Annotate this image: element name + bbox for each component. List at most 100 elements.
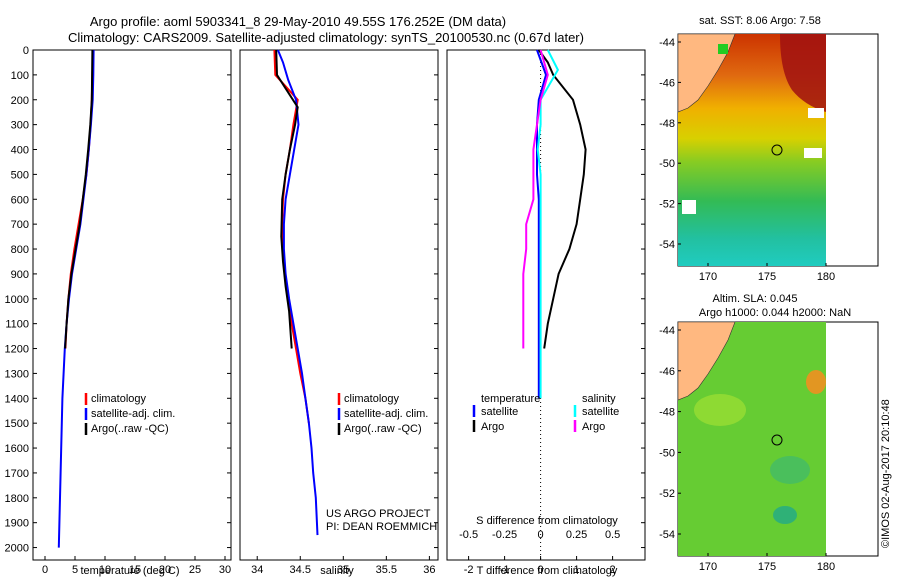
x-tick-label: 1 bbox=[574, 564, 580, 576]
s-tick-label: 0.5 bbox=[605, 529, 620, 541]
series-line-satellite-adj-clim- bbox=[276, 49, 319, 536]
x-tick-label: 35.5 bbox=[376, 564, 397, 576]
legend-satellite-label: satellite-adj. clim. bbox=[91, 408, 175, 420]
depth-tick-label: 800 bbox=[11, 244, 29, 256]
figure-title-line1: Argo profile: aoml 5903341_8 29-May-2010… bbox=[90, 14, 506, 29]
lon-tick-label: 175 bbox=[758, 561, 776, 573]
lat-tick-label: -52 bbox=[659, 199, 675, 211]
sst-map: sat. SST: 8.06 Argo: 7.58 -44 -46 -48 -50 -5… bbox=[659, 15, 879, 283]
legend-satellite-label: satellite-adj. clim. bbox=[344, 408, 428, 420]
sst-green-cell bbox=[718, 44, 728, 54]
legend-t-satellite-label: satellite bbox=[481, 406, 518, 418]
x-tick-label: 35 bbox=[337, 564, 349, 576]
salinity-axis: 34 34.5 35 35.5 36 bbox=[251, 556, 436, 576]
x-tick-label: 36 bbox=[423, 564, 435, 576]
depth-tick-label: 100 bbox=[11, 70, 29, 82]
x-tick-label: 10 bbox=[99, 564, 111, 576]
x-tick-label: 0 bbox=[42, 564, 48, 576]
salinity-series bbox=[273, 49, 319, 536]
legend-climatology-label: climatology bbox=[91, 393, 147, 405]
depth-tick-label: 0 bbox=[23, 45, 29, 57]
lat-tick-label: -46 bbox=[659, 77, 675, 89]
difference-series bbox=[522, 49, 587, 399]
series-line-satellite-adj-clim- bbox=[57, 49, 95, 548]
x-tick-label: 25 bbox=[189, 564, 201, 576]
x-tick-label: 34.5 bbox=[290, 564, 311, 576]
x-tick-label: 0 bbox=[538, 564, 544, 576]
sst-missing-cell bbox=[804, 148, 822, 158]
sla-map-axes: -44 -46 -48 -50 -52 -54 170 175 180 bbox=[659, 325, 835, 573]
lat-tick-label: -48 bbox=[659, 407, 675, 419]
imos-timestamp: ©IMOS 02-Aug-2017 20:10:48 bbox=[880, 399, 892, 548]
difference-axes-box bbox=[446, 49, 646, 561]
depth-tick-label: 1600 bbox=[5, 443, 29, 455]
lon-tick-label: 180 bbox=[817, 561, 835, 573]
depth-tick-label: 400 bbox=[11, 145, 29, 157]
lat-tick-label: -50 bbox=[659, 158, 675, 170]
series-line-s-argo bbox=[522, 49, 549, 349]
sst-warm-patch bbox=[780, 34, 826, 112]
series-line-climatology bbox=[273, 49, 310, 424]
lat-tick-label: -50 bbox=[659, 447, 675, 459]
temperature-series bbox=[57, 49, 95, 548]
s-tick-label: 0.25 bbox=[566, 529, 587, 541]
series-line-t-argo bbox=[537, 49, 587, 349]
sla-anomaly-blob bbox=[694, 394, 746, 426]
sst-map-title: sat. SST: 8.06 Argo: 7.58 bbox=[699, 15, 821, 27]
depth-tick-label: 1400 bbox=[5, 393, 29, 405]
x-tick-label: -2 bbox=[464, 564, 474, 576]
lat-tick-label: -54 bbox=[659, 239, 675, 251]
depth-tick-label: 1200 bbox=[5, 344, 29, 356]
temperature-axes-box bbox=[32, 49, 232, 561]
legend-t-argo-label: Argo bbox=[481, 421, 504, 433]
sla-anomaly-blob bbox=[773, 506, 797, 524]
salinity-axis-label: salinity bbox=[320, 565, 354, 577]
series-line-climatology bbox=[64, 49, 94, 349]
depth-axis: 0 100 200 300 400 500 600 700 800 900 1000 1100 1200… bbox=[5, 45, 645, 555]
depth-tick-label: 600 bbox=[11, 194, 29, 206]
sla-map-title-line1: Altim. SLA: 0.045 bbox=[713, 293, 798, 305]
temperature-axis-label: temperature (deg C) bbox=[80, 565, 179, 577]
depth-tick-label: 2000 bbox=[5, 543, 29, 555]
pi-credit: PI: DEAN ROEMMICH bbox=[326, 521, 437, 533]
lat-tick-label: -44 bbox=[659, 325, 675, 337]
s-tick-label: -0.25 bbox=[492, 529, 517, 541]
legend-argo-label: Argo(..raw -QC) bbox=[91, 423, 169, 435]
sst-missing-cell bbox=[808, 108, 824, 118]
x-tick-label: 5 bbox=[72, 564, 78, 576]
x-tick-label: 34 bbox=[251, 564, 263, 576]
lat-tick-label: -44 bbox=[659, 37, 675, 49]
salinity-panel: 34 34.5 35 35.5 36 salinity climatology sate… bbox=[239, 49, 439, 577]
sla-map: Altim. SLA: 0.045 Argo h1000: 0.044 h200… bbox=[659, 293, 879, 573]
x-tick-label: 20 bbox=[159, 564, 171, 576]
t-difference-axis-label: T difference from climatology bbox=[477, 565, 618, 577]
temperature-legend: climatology satellite-adj. clim. Argo(..… bbox=[84, 393, 175, 435]
depth-tick-label: 1000 bbox=[5, 294, 29, 306]
difference-legend: temperature salinity satellite Argo sate… bbox=[472, 393, 619, 433]
new-zealand-land bbox=[677, 321, 736, 401]
lat-tick-label: -52 bbox=[659, 488, 675, 500]
x-tick-label: 2 bbox=[610, 564, 616, 576]
depth-tick-label: 300 bbox=[11, 120, 29, 132]
temperature-panel: 0100200300400500600700800900100011001200… bbox=[5, 45, 645, 577]
series-line-argo-raw-qc- bbox=[64, 49, 94, 349]
depth-tick-label: 1300 bbox=[5, 368, 29, 380]
lon-tick-label: 175 bbox=[758, 271, 776, 283]
temperature-axis: 0 5 10 15 20 25 30 bbox=[42, 556, 231, 576]
depth-tick-label: 200 bbox=[11, 95, 29, 107]
sla-anomaly-blob bbox=[806, 370, 826, 394]
sla-anomaly-blob bbox=[770, 456, 810, 484]
depth-tick-label: 900 bbox=[11, 269, 29, 281]
depth-tick-label: 1700 bbox=[5, 468, 29, 480]
series-line-t-satellite bbox=[536, 49, 548, 399]
lat-tick-label: -54 bbox=[659, 529, 675, 541]
sst-map-axes: -44 -46 -48 -50 -52 -54 170 175 180 bbox=[659, 37, 835, 283]
depth-tick-label: 700 bbox=[11, 219, 29, 231]
s-difference-axis-label: S difference from climatology bbox=[476, 515, 618, 527]
legend-climatology-label: climatology bbox=[344, 393, 400, 405]
sst-missing-cell bbox=[682, 200, 696, 214]
lon-tick-label: 180 bbox=[817, 271, 835, 283]
legend-temperature-title: temperature bbox=[481, 393, 540, 405]
